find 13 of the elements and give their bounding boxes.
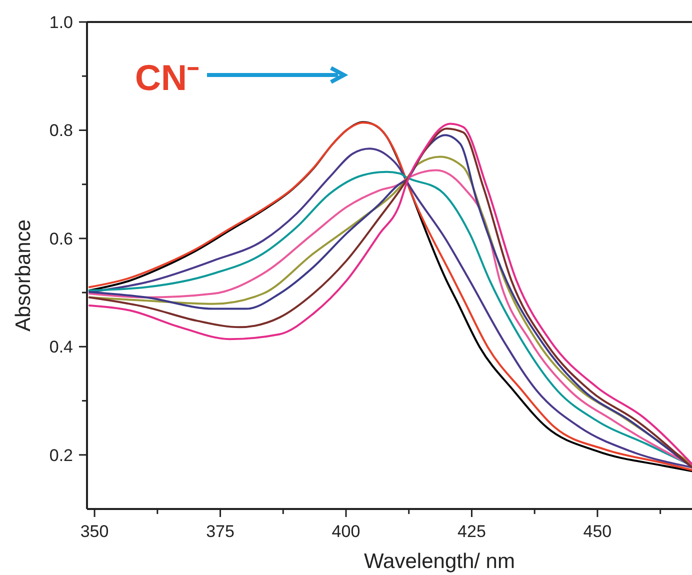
y-tick-label: 1.0 bbox=[49, 13, 73, 32]
y-axis-title: Absorbance bbox=[12, 219, 35, 332]
x-axis-title: Wavelength/ nm bbox=[364, 550, 515, 573]
x-tick-label: 450 bbox=[583, 522, 612, 541]
annotation: CN⁻ bbox=[135, 57, 199, 98]
y-tick-label: 0.4 bbox=[49, 338, 73, 357]
x-tick-label: 425 bbox=[458, 522, 486, 541]
y-tick-label: 0.6 bbox=[49, 229, 73, 248]
x-tick-label: 400 bbox=[332, 522, 360, 541]
x-tick-label: 350 bbox=[80, 522, 109, 541]
y-tick-label: 0.2 bbox=[49, 446, 73, 465]
y-tick-label: 0.8 bbox=[49, 121, 73, 140]
x-tick-label: 375 bbox=[206, 522, 234, 541]
